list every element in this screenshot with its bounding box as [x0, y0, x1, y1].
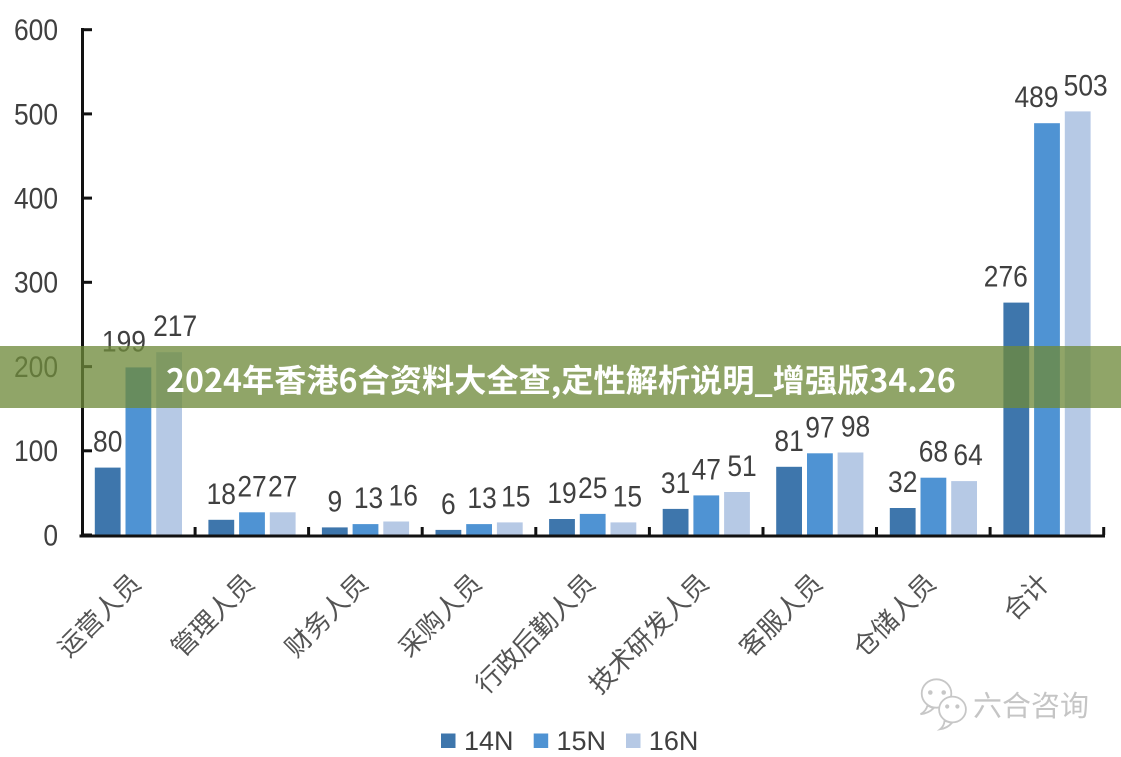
svg-text:276: 276	[984, 259, 1028, 293]
svg-text:64: 64	[953, 437, 982, 471]
svg-text:100: 100	[14, 434, 58, 468]
svg-text:19: 19	[547, 475, 576, 509]
svg-text:0: 0	[43, 518, 58, 552]
svg-text:15: 15	[613, 479, 642, 513]
svg-text:300: 300	[14, 265, 58, 299]
svg-text:32: 32	[888, 464, 917, 498]
svg-text:600: 600	[14, 12, 58, 46]
svg-text:16: 16	[389, 478, 418, 512]
svg-text:81: 81	[774, 423, 803, 457]
svg-text:47: 47	[692, 452, 721, 486]
svg-text:80: 80	[93, 424, 122, 458]
svg-text:14N: 14N	[464, 726, 514, 756]
svg-text:217: 217	[153, 309, 197, 343]
svg-text:15: 15	[501, 479, 530, 513]
svg-text:68: 68	[919, 434, 948, 468]
svg-text:503: 503	[1064, 68, 1108, 102]
svg-text:6: 6	[441, 486, 456, 520]
svg-text:25: 25	[578, 470, 607, 504]
svg-text:97: 97	[805, 410, 834, 444]
svg-text:27: 27	[237, 469, 266, 503]
svg-text:13: 13	[354, 480, 383, 514]
svg-text:16N: 16N	[649, 726, 699, 756]
svg-text:9: 9	[327, 484, 342, 518]
svg-text:18: 18	[207, 476, 236, 510]
svg-text:400: 400	[14, 181, 58, 215]
svg-text:51: 51	[727, 448, 756, 482]
svg-text:15N: 15N	[557, 726, 607, 756]
svg-text:489: 489	[1014, 80, 1058, 114]
svg-text:98: 98	[841, 409, 870, 443]
svg-text:500: 500	[14, 97, 58, 131]
svg-text:13: 13	[467, 480, 496, 514]
svg-text:31: 31	[661, 465, 690, 499]
svg-text:27: 27	[268, 469, 297, 503]
